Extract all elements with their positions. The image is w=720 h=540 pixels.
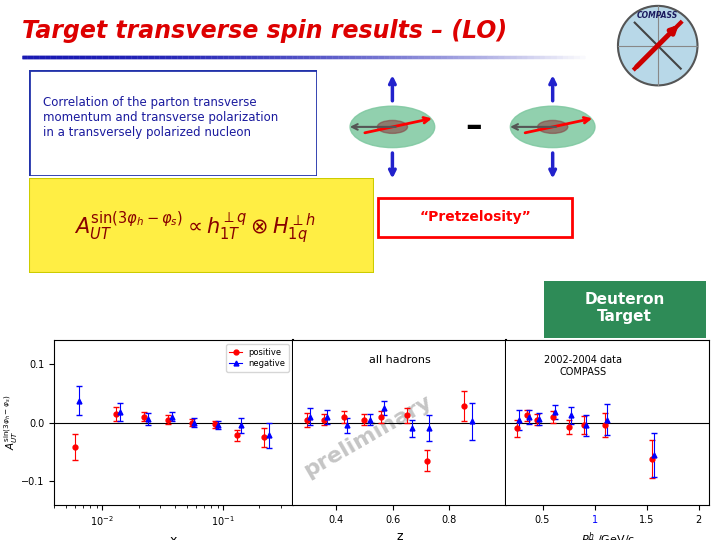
Text: preliminary: preliminary [300, 391, 436, 481]
Text: –: – [466, 110, 482, 144]
FancyBboxPatch shape [379, 198, 572, 237]
Ellipse shape [510, 106, 595, 147]
Y-axis label: $A_{UT}^{\sin(3\varphi_h-\varphi_s)}$: $A_{UT}^{\sin(3\varphi_h-\varphi_s)}$ [1, 395, 19, 450]
Text: Correlation of the parton transverse
momentum and transverse polarization
in a t: Correlation of the parton transverse mom… [43, 96, 279, 139]
Text: all hadrons: all hadrons [369, 355, 431, 365]
Text: Deuteron
Target: Deuteron Target [585, 292, 665, 324]
Ellipse shape [538, 120, 568, 133]
Text: $A_{UT}^{\sin(3\varphi_h-\varphi_s)} \propto h_{1T}^{\perp q} \otimes H_{1q}^{\p: $A_{UT}^{\sin(3\varphi_h-\varphi_s)} \pr… [74, 209, 315, 246]
Text: preliminary: preliminary [369, 414, 504, 504]
Text: 2002-2004 data
COMPASS: 2002-2004 data COMPASS [544, 355, 622, 376]
Ellipse shape [350, 106, 435, 147]
Ellipse shape [377, 120, 408, 133]
Circle shape [618, 6, 698, 85]
Text: COMPASS: COMPASS [637, 11, 678, 20]
FancyBboxPatch shape [29, 178, 374, 273]
X-axis label: $P_T^h$ /GeV/c: $P_T^h$ /GeV/c [580, 530, 635, 540]
FancyBboxPatch shape [29, 70, 317, 176]
X-axis label: x: x [170, 534, 177, 540]
Text: Target transverse spin results – (LO): Target transverse spin results – (LO) [22, 19, 507, 43]
FancyBboxPatch shape [544, 281, 706, 338]
Text: “Pretzelosity”: “Pretzelosity” [419, 211, 531, 224]
Legend: positive, negative: positive, negative [226, 345, 289, 372]
X-axis label: z: z [397, 530, 403, 540]
